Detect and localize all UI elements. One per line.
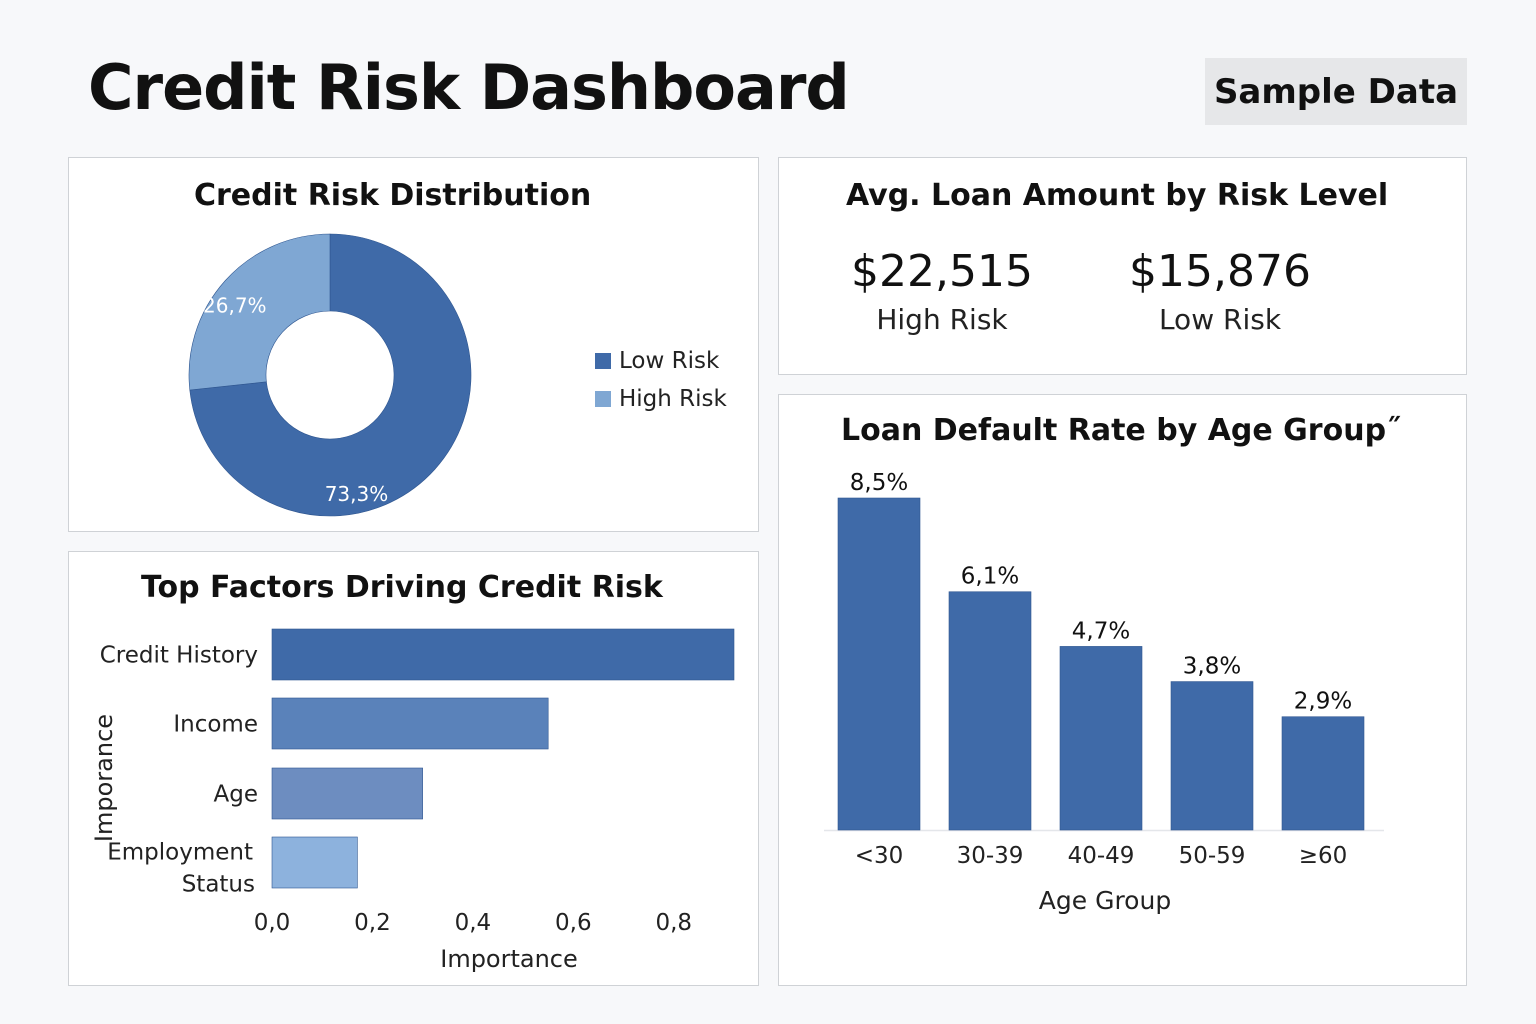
- age-value-label: 4,7%: [1072, 618, 1130, 644]
- legend-low-risk[interactable]: Low Risk: [595, 348, 719, 374]
- avg-loan-amount-panel: Avg. Loan Amount by Risk Level $22,515 H…: [778, 157, 1467, 375]
- metric-low-risk: $15,876 Low Risk: [1100, 246, 1340, 336]
- legend-high-risk-label: High Risk: [619, 386, 727, 412]
- age-x-tick: 50-59: [1179, 843, 1246, 869]
- age-bar: [948, 591, 1032, 831]
- factor-bar: [271, 767, 423, 820]
- factors-title: Top Factors Driving Credit Risk: [141, 570, 663, 605]
- factor-bar: [271, 836, 358, 889]
- distribution-title: Credit Risk Distribution: [194, 178, 592, 213]
- factor-label: Income: [173, 712, 258, 738]
- factor-label: Status: [182, 872, 255, 898]
- loan-amount-title: Avg. Loan Amount by Risk Level: [846, 178, 1389, 213]
- age-x-axis-label: Age Group: [1039, 886, 1171, 915]
- donut-value-label: 26,7%: [203, 293, 267, 317]
- factor-x-tick: 0,4: [455, 910, 492, 936]
- factor-bar: [271, 697, 549, 750]
- page-title: Credit Risk Dashboard: [88, 51, 850, 124]
- age-bar: [1281, 716, 1365, 831]
- factor-y-axis-label: Imporance: [90, 714, 118, 842]
- factor-x-tick: 0,2: [354, 910, 391, 936]
- age-bar-chart: 8,5% <30 6,1% 30-39 4,7% 40-49 3,8% 50-59 2,9% ≥6…: [824, 470, 1384, 915]
- metric-low-risk-value: $15,876: [1129, 246, 1311, 297]
- factor-bar: [271, 628, 735, 681]
- metric-low-risk-label: Low Risk: [1158, 303, 1282, 336]
- age-x-tick: <30: [855, 843, 904, 869]
- low-risk-swatch: [595, 353, 611, 369]
- donut-value-label: 73,3%: [325, 482, 389, 506]
- age-value-label: 3,8%: [1183, 654, 1241, 680]
- age-bar: [1059, 646, 1143, 831]
- metric-high-risk-label: High Risk: [876, 303, 1008, 336]
- donut-slice-low-risk: [189, 233, 472, 517]
- age-x-tick: 40-49: [1068, 843, 1135, 869]
- legend-low-risk-label: Low Risk: [619, 348, 720, 374]
- factor-x-tick: 0,6: [555, 910, 592, 936]
- factor-x-axis-label: Importance: [440, 945, 578, 973]
- top-factors-panel: Top Factors Driving Credit Risk Credit H…: [68, 551, 759, 986]
- factor-x-tick: 0,8: [655, 910, 692, 936]
- legend-high-risk[interactable]: High Risk: [595, 386, 727, 412]
- age-x-tick: ≥60: [1299, 843, 1348, 869]
- factor-label: Employment: [107, 840, 253, 866]
- metric-high-risk: $22,515 High Risk: [822, 246, 1062, 336]
- factor-x-tick: 0,0: [254, 910, 291, 936]
- donut-chart: 73,3% 26,7%: [188, 233, 472, 517]
- age-x-tick: 30-39: [957, 843, 1024, 869]
- age-value-label: 2,9%: [1294, 689, 1352, 715]
- factors-bar-chart: Credit History Income Age Employment Status 0…: [90, 628, 735, 973]
- age-value-label: 8,5%: [850, 470, 908, 496]
- age-bar: [837, 497, 921, 831]
- high-risk-swatch: [595, 391, 611, 407]
- sample-data-badge: Sample Data: [1205, 58, 1467, 125]
- factor-label: Age: [214, 782, 258, 808]
- age-value-label: 6,1%: [961, 564, 1019, 590]
- credit-risk-distribution-panel: Credit Risk Distribution 73,3% 26,7% Low …: [68, 157, 759, 532]
- factor-label: Credit History: [100, 643, 258, 669]
- default-rate-by-age-panel: Loan Default Rate by Age Group˝ 8,5% <30 6…: [778, 394, 1467, 986]
- age-bar: [1170, 681, 1254, 831]
- age-title: Loan Default Rate by Age Group˝: [841, 413, 1402, 448]
- metric-high-risk-value: $22,515: [851, 246, 1033, 297]
- donut-slice-high-risk: [188, 233, 331, 391]
